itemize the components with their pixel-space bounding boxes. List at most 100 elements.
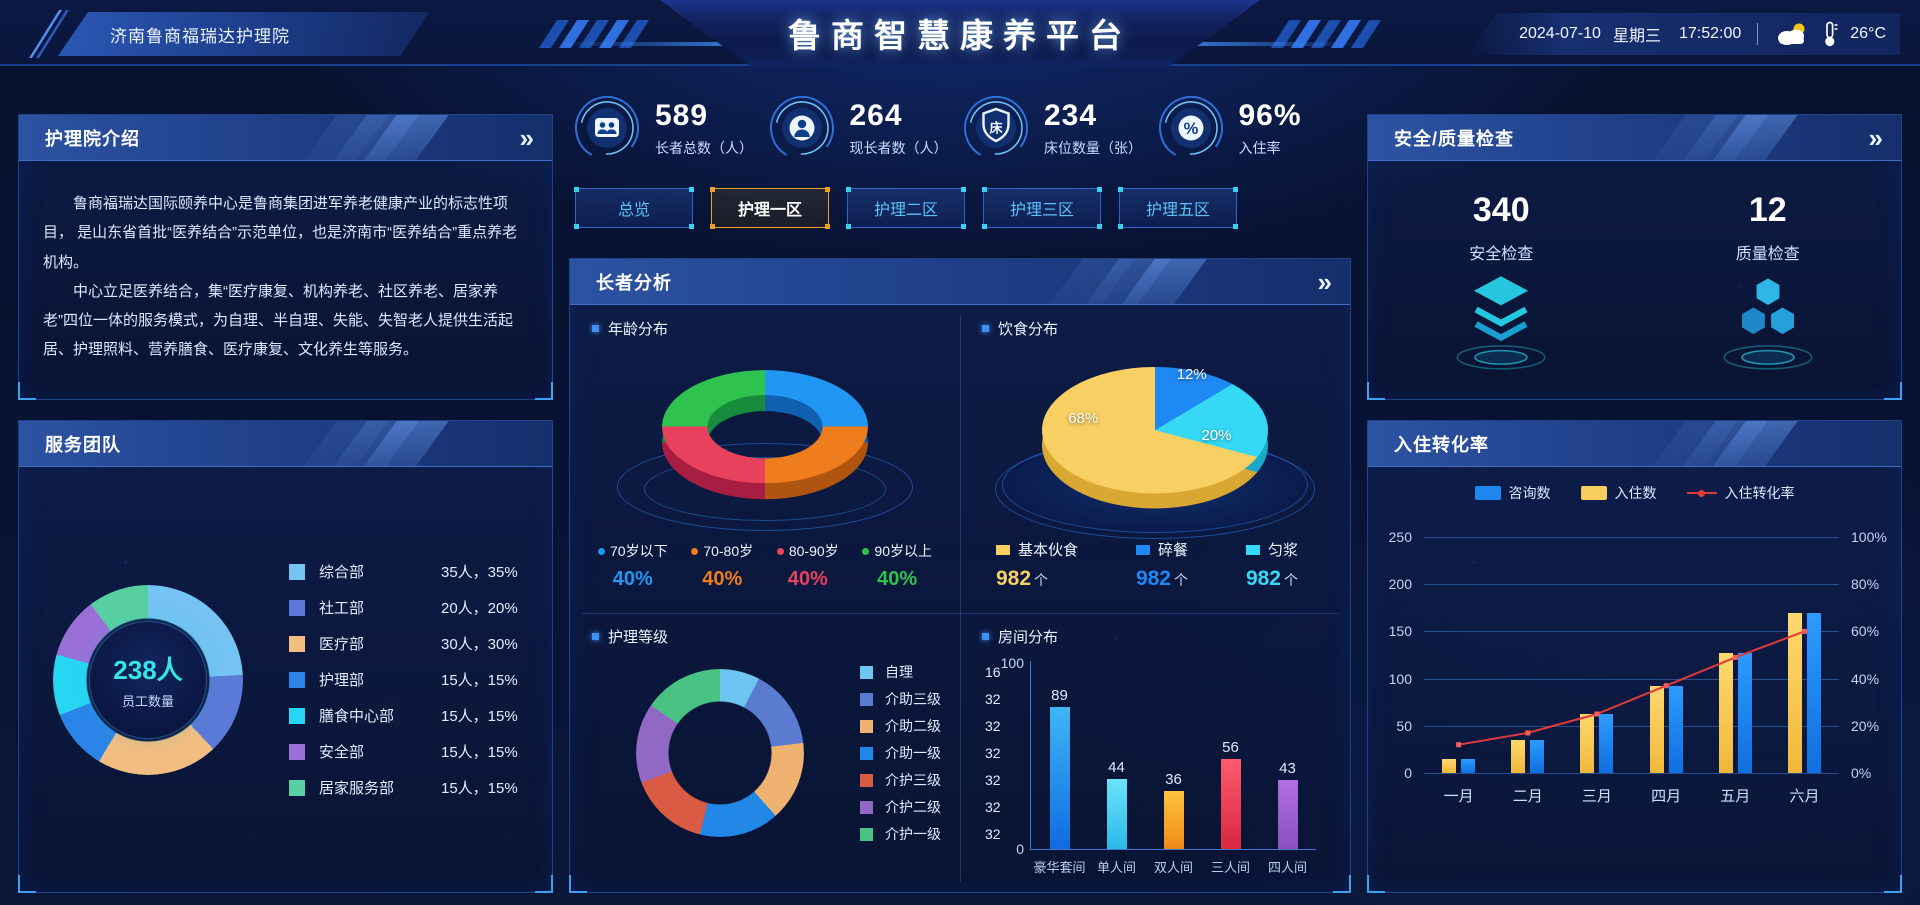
safety-panel-header: 安全/质量检查 » (1368, 115, 1901, 161)
team-donut-center: 238人 员工数量 (89, 620, 207, 739)
conversion-legend-item[interactable]: 入住数 (1580, 483, 1657, 503)
svg-text:%: % (1183, 120, 1198, 138)
expand-chevron-icon[interactable]: » (1868, 122, 1883, 153)
pie-percent-label: 12% (1176, 365, 1207, 383)
team-legend-item[interactable]: 膳食中心部 15人，15% (289, 705, 518, 726)
age-donut-chart (610, 341, 920, 533)
page-title: 鲁商智慧康养平台 (788, 17, 1132, 54)
expand-chevron-icon[interactable]: » (1317, 266, 1332, 297)
stat-label: 入住率 (1238, 139, 1281, 156)
age-legend-item[interactable]: 70-80岁 40% (691, 541, 753, 591)
quality-check-stat: 12 质量检查 (1708, 191, 1828, 379)
conversion-bar-group (1493, 740, 1562, 773)
team-legend-item[interactable]: 居家服务部 15人，15% (289, 777, 518, 798)
team-total-label: 员工数量 (121, 693, 174, 709)
team-legend-item[interactable]: 综合部 35人，35% (289, 561, 518, 582)
left-column: 护理院介绍 » 鲁商福瑞达国际颐养中心是鲁商集团进军养老健康产业的标志性项目， … (18, 66, 553, 893)
team-legend-item[interactable]: 护理部 15人，15% (289, 669, 518, 690)
tab-护理五区[interactable]: 护理五区 (1118, 187, 1238, 229)
room-category-label: 四人间 (1267, 860, 1307, 875)
y-axis-min: 0 (1016, 841, 1024, 857)
conversion-legend-item[interactable]: 入住转化率 (1686, 483, 1795, 503)
tab-总览[interactable]: 总览 (574, 187, 694, 229)
rooms-section-title: 房间分布 (982, 626, 1328, 647)
care-legend-item[interactable]: 介助一级 32 (860, 744, 1001, 762)
people-icon (575, 96, 639, 160)
team-legend-item[interactable]: 安全部 15人，15% (289, 741, 518, 762)
thermometer-icon (1825, 21, 1838, 47)
center-column: 589 长者总数（人） 264 现长者数（人） 床 234 床位数量（张）% 96% 入住率 总… (569, 66, 1351, 893)
percent-icon: % (1158, 96, 1223, 160)
team-panel-title: 服务团队 (45, 434, 121, 455)
month-label: 四月 (1651, 788, 1682, 805)
stat-label: 长者总数（人） (655, 139, 753, 156)
month-label: 一月 (1443, 788, 1474, 805)
team-total: 238人 (113, 654, 183, 685)
y-axis-max: 100 (1000, 655, 1024, 671)
care-legend-item[interactable]: 介护三级 32 (860, 771, 1001, 789)
care-donut-chart (636, 669, 804, 837)
title-plate: 鲁商智慧康养平台 (660, 0, 1260, 66)
tab-护理三区[interactable]: 护理三区 (982, 187, 1102, 229)
intro-paragraph: 鲁商福瑞达国际颐养中心是鲁商集团进军养老健康产业的标志性项目， 是山东省首批“医… (43, 195, 518, 271)
room-bar: 36 (1163, 771, 1184, 849)
conversion-bar-group (1424, 759, 1493, 773)
age-section-title: 年龄分布 (592, 318, 938, 339)
stats-row: 589 长者总数（人） 264 现长者数（人） 床 234 床位数量（张）% 96% 入住率 (569, 92, 1351, 164)
analysis-panel-title: 长者分析 (596, 272, 672, 293)
room-category-label: 豪华套间 (1033, 860, 1086, 875)
age-legend-item[interactable]: 70岁以下 40% (598, 541, 668, 591)
care-level-section: 护理等级 自理 16 介助三级 32 介助二级 32 介助一级 32 介护三级 32 介护二级 32 介… (570, 613, 1001, 892)
datetime-weather: 2024-07-10 星期三 17:52:00 26°C (1467, 13, 1900, 55)
team-legend-item[interactable]: 医疗部 30人，30% (289, 633, 518, 654)
team-panel-header: 服务团队 (19, 421, 552, 467)
stat-value: 589 (655, 98, 709, 132)
conversion-combo-chart: 250 200 150 100 50 0 100% 80% 60% 40% 20% 0% 一月 二月 三… (1376, 529, 1895, 837)
diet-distribution-section: 饮食分布 68% 12% 20% 基本伙食 982 个 碎餐 982 个 匀浆 982 个 (960, 305, 1350, 613)
right-axis: 100% 80% 60% 40% 20% 0% (1851, 529, 1887, 781)
diet-legend-item[interactable]: 匀浆 982 个 (1245, 542, 1298, 590)
stat-label: 现长者数（人） (849, 139, 948, 156)
stat-value: 264 (849, 98, 903, 132)
stat-person: 264 现长者数（人） (768, 92, 963, 164)
stat-percent: % 96% 入住率 (1157, 92, 1352, 164)
left-axis: 250 200 150 100 50 0 (1388, 529, 1412, 781)
team-donut-chart: 238人 员工数量 (53, 584, 243, 775)
weekday-text: 星期三 (1612, 28, 1661, 45)
diet-pie-chart: 68% 12% 20% (995, 341, 1315, 539)
care-legend-item[interactable]: 介助三级 32 (860, 690, 1001, 708)
care-legend-item[interactable]: 介护一级 32 (860, 825, 1001, 843)
care-legend-item[interactable]: 介护二级 32 (860, 798, 1001, 816)
expand-chevron-icon[interactable]: » (519, 122, 534, 153)
temperature-text: 26°C (1850, 25, 1886, 42)
month-label: 三月 (1581, 788, 1612, 805)
bed-icon: 床 (964, 96, 1028, 160)
diet-section-title: 饮食分布 (982, 318, 1328, 339)
conversion-legend-item[interactable]: 咨询数 (1474, 483, 1551, 503)
conversion-bar-group (1562, 714, 1631, 773)
safety-check-label: 安全检查 (1469, 246, 1534, 263)
tab-护理一区[interactable]: 护理一区 (710, 187, 830, 229)
diet-legend-item[interactable]: 碎餐 982 个 (1135, 542, 1188, 590)
month-label: 六月 (1789, 788, 1820, 805)
safety-panel-title: 安全/质量检查 (1394, 128, 1515, 149)
stat-bed: 床 234 床位数量（张） (962, 92, 1157, 164)
diet-legend: 基本伙食 982 个 碎餐 982 个 匀浆 982 个 (982, 539, 1328, 591)
org-name-plate: 济南鲁商福瑞达护理院 (58, 12, 430, 56)
analysis-panel-header: 长者分析 » (570, 259, 1350, 305)
diet-legend-item[interactable]: 基本伙食 982 个 (996, 542, 1079, 590)
age-legend-item[interactable]: 90岁以上 40% (862, 541, 932, 591)
team-legend-item[interactable]: 社工部 20人，20% (289, 597, 518, 618)
analysis-panel: 长者分析 » 年龄分布 70岁以下 (569, 258, 1351, 893)
conversion-panel-header: 入住转化率 (1368, 421, 1901, 467)
conversion-bar-group (1632, 686, 1701, 773)
tab-护理二区[interactable]: 护理二区 (846, 187, 966, 229)
room-distribution-section: 房间分布 100 0 89 44 36 56 43 豪华套间 单人间 双人间 三人间 四人间 (960, 613, 1350, 892)
care-legend-item[interactable]: 自理 16 (860, 663, 1001, 681)
intro-panel-header: 护理院介绍 » (19, 115, 552, 161)
person-icon (769, 96, 834, 160)
age-legend-item[interactable]: 80-90岁 40% (776, 541, 839, 591)
care-legend-item[interactable]: 介助二级 32 (860, 717, 1001, 735)
quality-check-value: 12 (1748, 191, 1787, 229)
intro-text: 鲁商福瑞达国际颐养中心是鲁商集团进军养老健康产业的标志性项目， 是山东省首批“医… (19, 161, 552, 365)
